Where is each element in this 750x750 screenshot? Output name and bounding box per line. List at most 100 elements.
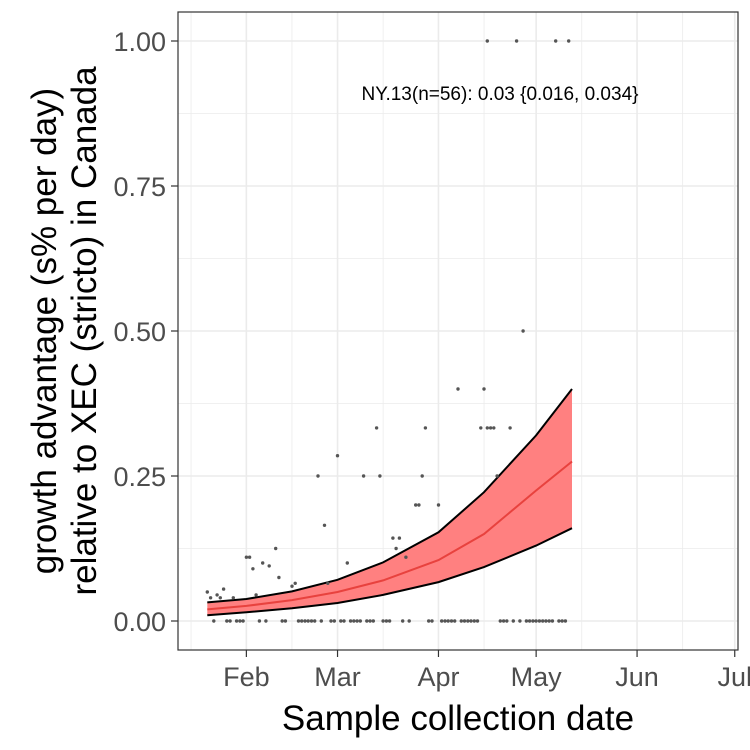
x-tick-label: Jun	[615, 662, 659, 692]
data-point	[423, 426, 428, 430]
data-point	[420, 474, 424, 478]
data-point	[365, 619, 369, 623]
data-point	[267, 564, 271, 568]
data-point	[514, 39, 519, 43]
data-point	[378, 474, 382, 478]
data-point	[371, 619, 375, 623]
x-tick-label: Feb	[223, 662, 270, 692]
ci-upper-line	[207, 388, 573, 604]
data-point	[208, 596, 213, 600]
data-point	[335, 454, 340, 458]
data-point	[472, 619, 476, 623]
ci-ribbon	[207, 389, 573, 616]
data-point	[521, 329, 525, 333]
data-point	[313, 619, 317, 623]
data-point	[567, 39, 571, 43]
data-point	[309, 619, 314, 623]
data-point	[238, 619, 242, 623]
y-axis-title-line-2: relative to XEC (stricto) in Canada	[65, 66, 104, 596]
data-point	[231, 596, 235, 600]
data-point	[293, 581, 297, 585]
data-point	[524, 619, 529, 623]
fit-annotation: NY.13(n=56): 0.03 {0.016, 0.034}	[362, 84, 639, 105]
data-point	[495, 474, 499, 478]
data-point	[547, 619, 551, 623]
data-points	[205, 39, 571, 623]
data-point	[322, 523, 327, 527]
data-point	[479, 426, 483, 430]
data-point	[453, 619, 457, 623]
data-point	[212, 619, 216, 623]
data-point	[387, 619, 392, 623]
data-point	[303, 619, 307, 623]
data-point	[488, 426, 493, 430]
data-point	[498, 619, 502, 623]
y-tick-label: 0.75	[113, 172, 166, 202]
x-tick-label: Jul	[717, 662, 750, 692]
data-point	[244, 555, 249, 559]
data-point	[332, 619, 336, 623]
x-tick-label: Apr	[417, 662, 459, 692]
data-point	[218, 596, 222, 600]
data-point	[469, 619, 473, 623]
data-point	[339, 619, 343, 623]
data-point	[554, 39, 558, 43]
data-point	[277, 575, 281, 580]
data-point	[316, 474, 320, 478]
data-point	[527, 619, 532, 623]
data-point	[482, 387, 486, 391]
data-point	[414, 503, 418, 507]
data-point	[221, 587, 226, 591]
data-point	[247, 555, 252, 559]
data-point	[342, 619, 346, 623]
data-point	[492, 426, 496, 430]
data-point	[407, 619, 411, 623]
data-point	[361, 474, 366, 478]
data-point	[397, 536, 402, 540]
data-point	[446, 619, 450, 623]
data-point	[283, 619, 288, 623]
data-point	[381, 619, 385, 623]
data-point	[205, 590, 209, 594]
y-tick-label: 0.25	[113, 462, 166, 492]
data-point	[537, 619, 542, 623]
data-point	[511, 619, 515, 623]
data-point	[329, 619, 333, 623]
data-point	[368, 619, 372, 623]
data-point	[394, 546, 398, 551]
data-point	[348, 619, 353, 623]
data-point	[241, 619, 245, 623]
data-point	[326, 581, 330, 585]
data-point	[557, 619, 561, 623]
data-point	[518, 619, 522, 623]
data-point	[462, 619, 467, 623]
data-point	[254, 593, 258, 597]
axes: 0.00 0.25 0.50 0.75 1.00 Feb Mar Apr May Jun Jul	[113, 27, 750, 692]
data-point	[352, 619, 356, 623]
data-point	[274, 546, 278, 551]
data-point	[501, 619, 506, 623]
data-point	[300, 619, 304, 623]
data-point	[449, 619, 454, 623]
data-point	[485, 39, 489, 43]
data-point	[384, 619, 389, 623]
data-point	[234, 619, 239, 623]
data-point	[508, 426, 512, 430]
data-point	[261, 561, 265, 565]
data-point	[296, 619, 301, 623]
ci-lower-line	[207, 527, 573, 617]
data-point	[534, 619, 538, 623]
data-point	[475, 619, 480, 623]
data-point	[436, 503, 441, 507]
data-point	[290, 584, 294, 588]
data-point	[459, 619, 463, 623]
data-point	[505, 619, 509, 623]
data-point	[355, 619, 359, 623]
data-point	[264, 619, 268, 623]
data-point	[440, 619, 444, 623]
x-axis-title: Sample collection date	[282, 699, 634, 738]
x-tick-label: Mar	[314, 662, 361, 692]
data-point	[391, 536, 395, 540]
data-point	[417, 503, 421, 507]
